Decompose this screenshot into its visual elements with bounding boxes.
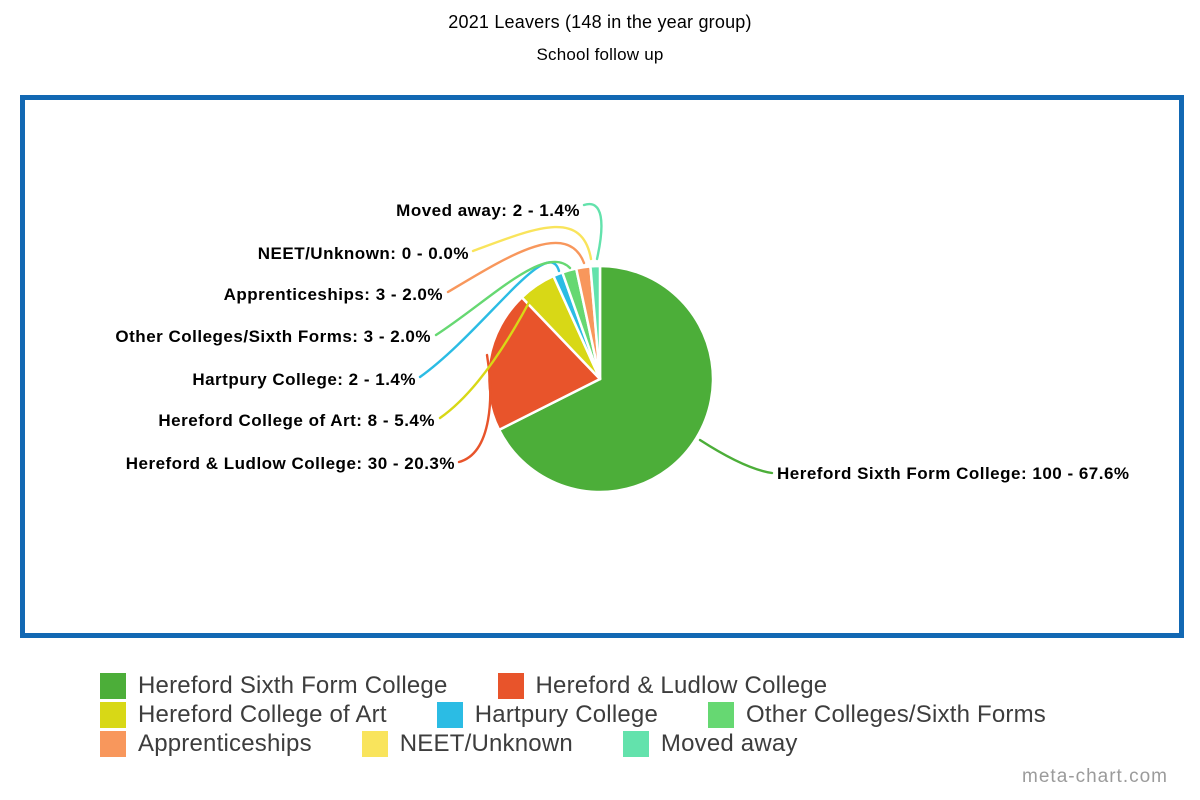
legend-label: Other Colleges/Sixth Forms [746,701,1046,728]
legend-swatch [100,702,126,728]
legend-label: Moved away [660,730,798,757]
legend-swatch [436,702,463,728]
slice-label: NEET/Unknown: 0 - 0.0% [258,244,469,263]
legend-label: Hereford & Ludlow College [535,672,828,699]
slice-label: Hereford Sixth Form College: 100 - 67.6% [777,464,1130,483]
legend-item: Apprenticeships [100,730,312,758]
legend-item: Moved away [622,730,798,758]
legend: Hereford Sixth Form College Hereford & Lu… [100,672,1110,758]
leader-line [434,260,572,337]
leader-line [582,202,603,261]
pie-slice [497,264,715,494]
slice-label: Other Colleges/Sixth Forms: 3 - 2.0% [115,327,431,346]
slice-label: Moved away: 2 - 1.4% [396,201,580,220]
legend-swatch [100,731,126,757]
legend-label: Hartpury College [474,701,659,728]
legend-item: Hereford & Ludlow College [497,672,828,700]
leader-line [438,287,538,420]
legend-swatch [497,673,524,699]
legend-label: Hereford Sixth Form College [138,672,448,699]
slice-label: Hereford College of Art: 8 - 5.4% [158,411,435,430]
legend-item: Hereford Sixth Form College [100,672,448,700]
slice-label: Apprenticeships: 3 - 2.0% [224,285,443,304]
legend-swatch [708,702,735,728]
chart-title: 2021 Leavers (148 in the year group) [448,12,752,32]
slice-label: Hereford & Ludlow College: 30 - 20.3% [126,454,455,473]
legend-label: NEET/Unknown [399,730,573,757]
legend-item: Other Colleges/Sixth Forms [708,701,1046,729]
chart-subtitle: School follow up [536,45,664,64]
legend-label: Apprenticeships [138,730,312,757]
legend-swatch [622,731,649,757]
legend-label: Hereford College of Art [138,701,387,728]
legend-item: Hartpury College [436,701,659,729]
leader-line [446,241,586,294]
pie-slice [589,264,602,381]
leader-line [698,438,774,475]
legend-swatch [361,731,388,757]
watermark: meta-chart.com [1022,766,1168,787]
slice-label: Hartpury College: 2 - 1.4% [192,370,416,389]
legend-swatch [100,673,126,699]
leader-line [471,225,593,261]
pie-chart-svg: Hereford Sixth Form College: 100 - 67.6%… [115,201,1130,494]
legend-item: NEET/Unknown [361,730,573,758]
legend-item: Hereford College of Art [100,701,387,729]
title-block: 2021 Leavers (148 in the year group) Sch… [0,12,1200,65]
